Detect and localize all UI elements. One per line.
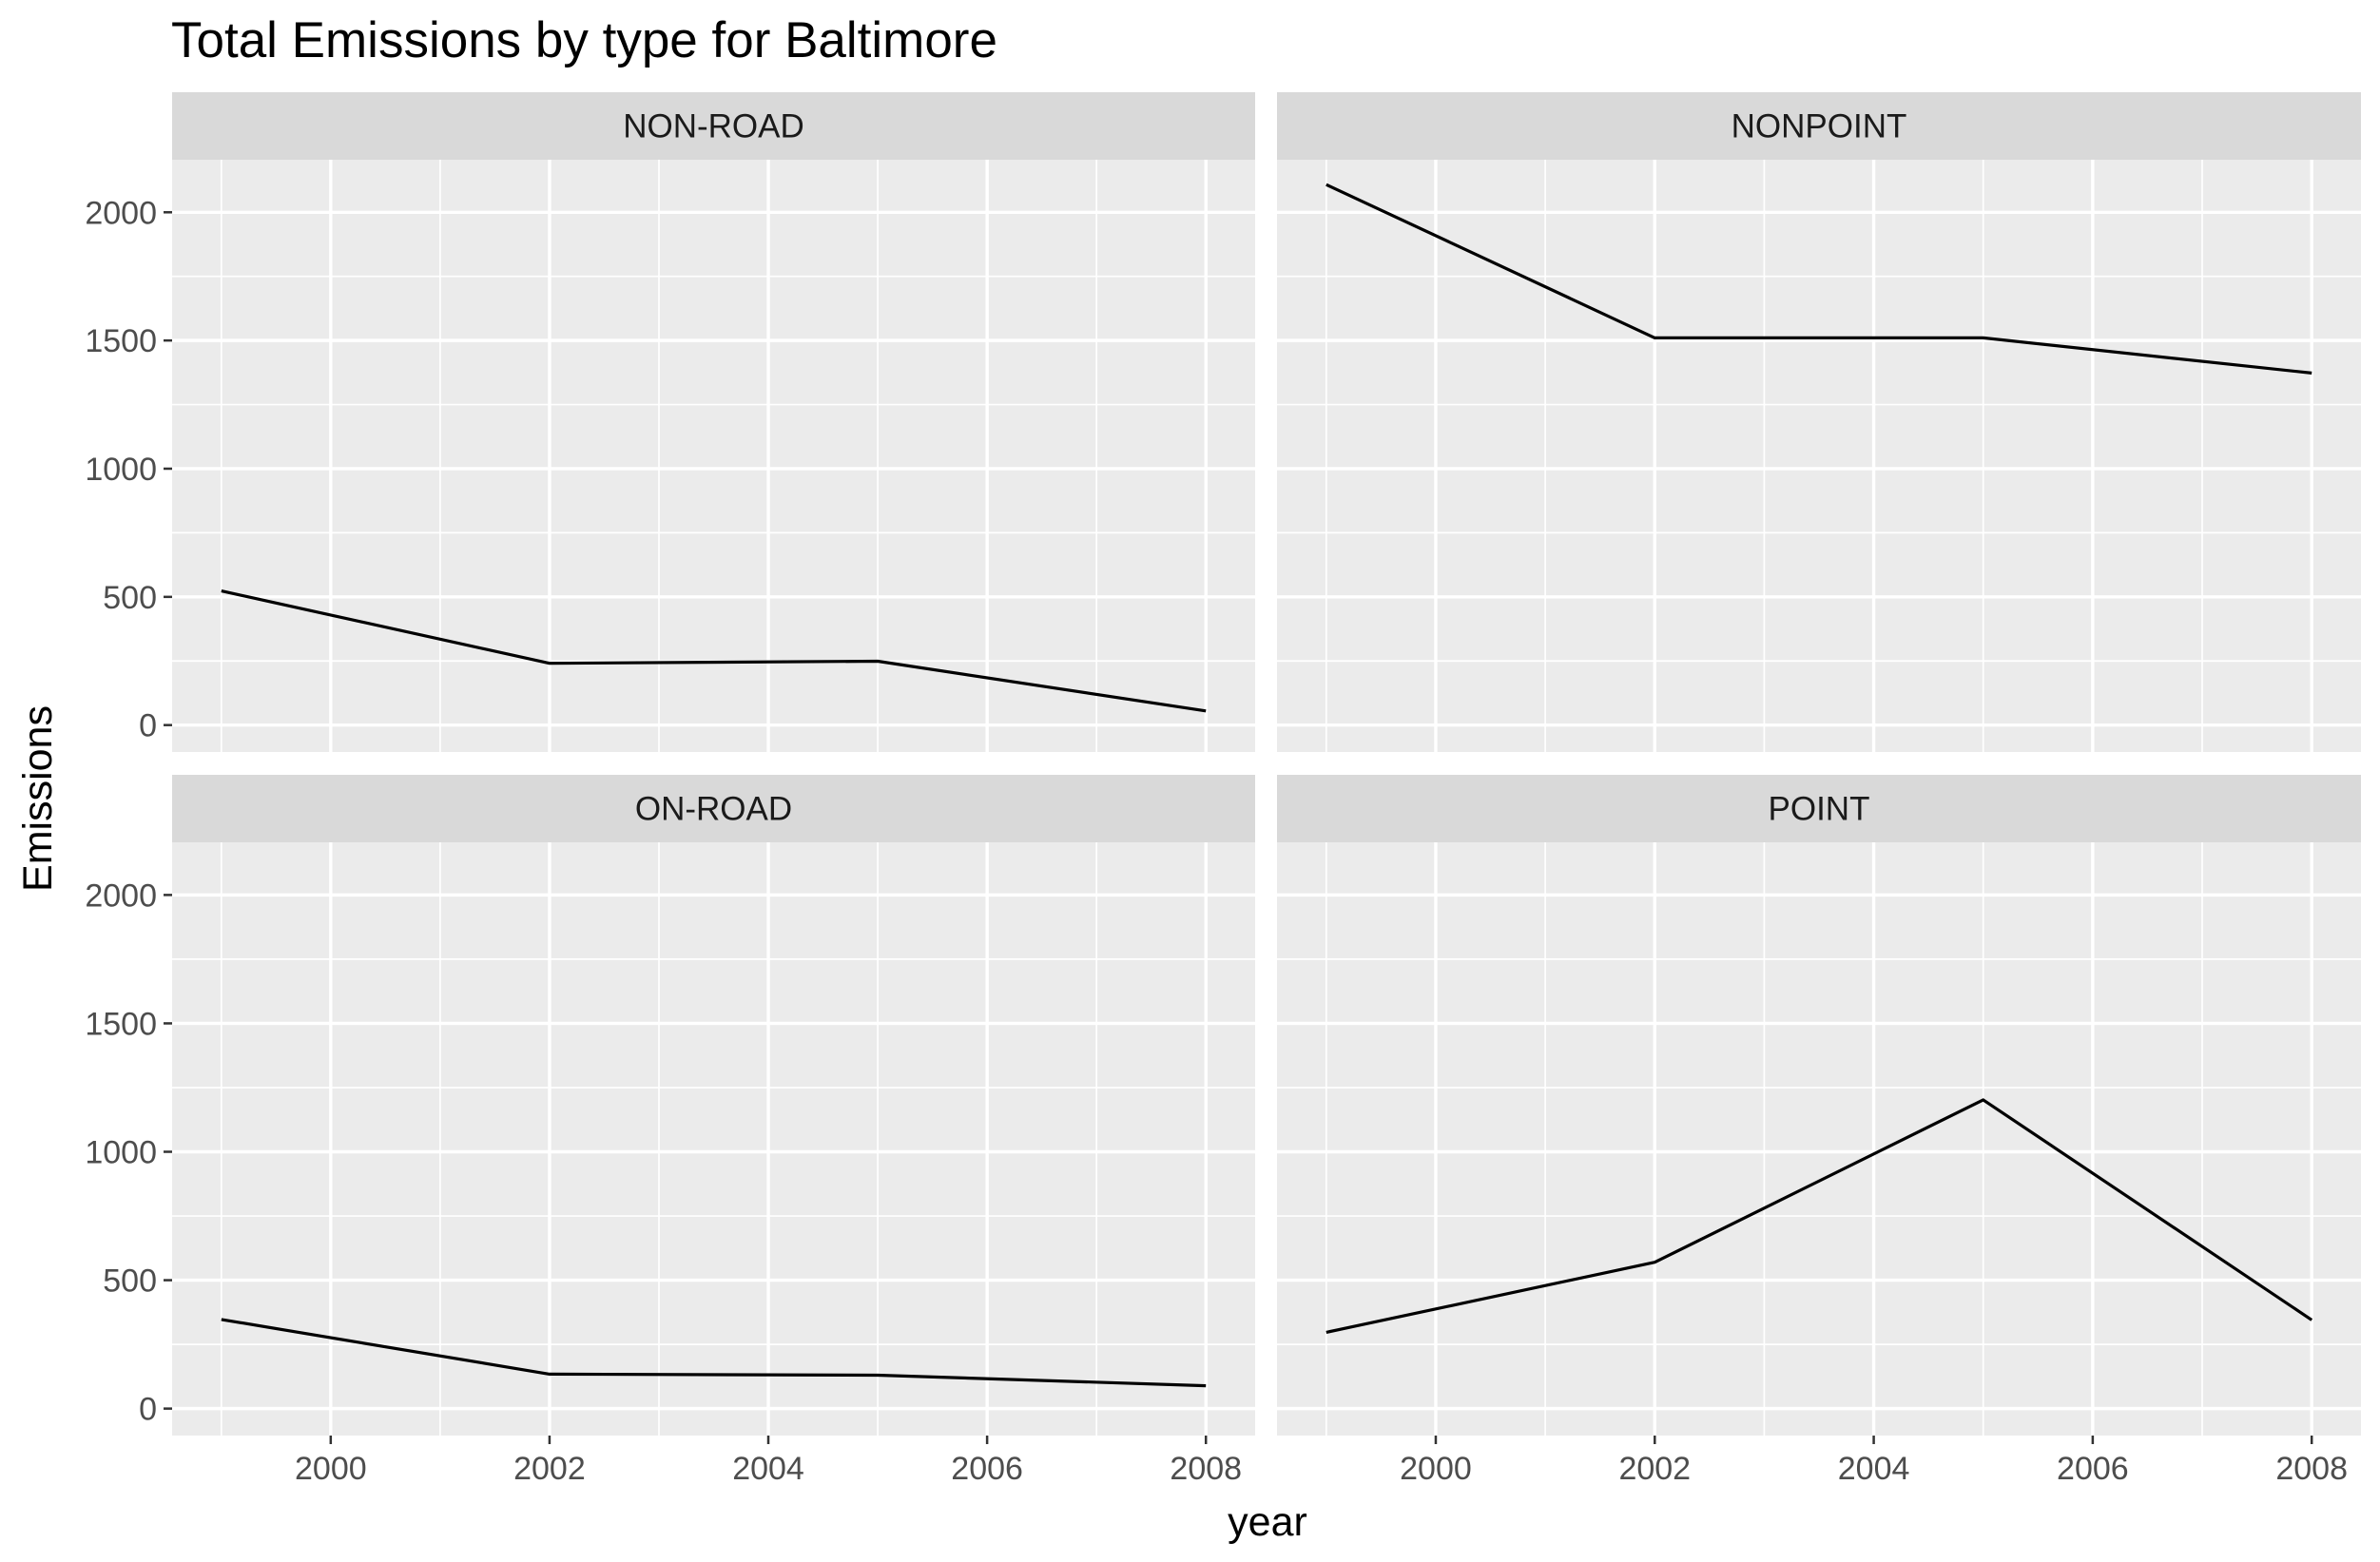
y-tick-label: 2000 [85,877,157,914]
facet-strip [172,92,1255,160]
facet-panel: NONPOINT [1277,92,2361,752]
facet-panels: NON-ROAD 0 500 1000 1500 2000 NONPOINT ON-ROAD 0… [85,92,2361,1487]
x-axis-title: year [1228,1499,1307,1545]
y-tick-label: 1000 [85,452,157,488]
x-tick-label: 2006 [951,1451,1023,1487]
y-tick-label: 500 [103,1263,157,1300]
x-tick-label: 2000 [295,1451,367,1487]
facet-strip [1277,775,2361,842]
y-tick-label: 500 [103,580,157,616]
panel-background [1277,842,2361,1436]
x-tick-label: 2002 [513,1451,586,1487]
facet-strip-label: POINT [1769,791,1870,828]
panel-background [1277,160,2361,752]
panel-background [172,842,1255,1436]
emissions-line [1325,183,2312,375]
x-tick-label: 2008 [2275,1451,2348,1487]
y-tick-label: 2000 [85,195,157,231]
y-tick-label: 1500 [85,323,157,359]
y-axis-title: Emissions [15,705,61,892]
x-tick-label: 2008 [1170,1451,1242,1487]
x-tick-label: 2002 [1618,1451,1691,1487]
y-tick-label: 0 [139,1392,157,1428]
facet-strip-label: NON-ROAD [623,108,804,145]
facet-strip-label: ON-ROAD [635,791,792,828]
x-tick-label: 2004 [1838,1451,1910,1487]
x-tick-label: 2000 [1400,1451,1472,1487]
facet-panel: ON-ROAD 0 500 1000 1500 2000 2000 2002 2004 2006 2… [85,775,1255,1487]
x-tick-label: 2006 [2057,1451,2129,1487]
emissions-line [221,589,1207,713]
y-tick-label: 0 [139,708,157,744]
chart-title: Total Emissions by type for Baltimore [171,12,997,68]
y-tick-label: 1000 [85,1135,157,1171]
emissions-line [1325,1098,2313,1334]
facet-panel: POINT 2000 2002 2004 2006 2008 [1277,775,2361,1487]
x-tick-label: 2004 [732,1451,804,1487]
emissions-line [221,1318,1207,1388]
facet-strip [172,775,1255,842]
facet-strip [1277,92,2361,160]
panel-background [172,160,1255,752]
facet-panel: NON-ROAD 0 500 1000 1500 2000 [85,92,1255,752]
facet-strip-label: NONPOINT [1732,108,1907,145]
y-tick-label: 1500 [85,1006,157,1042]
